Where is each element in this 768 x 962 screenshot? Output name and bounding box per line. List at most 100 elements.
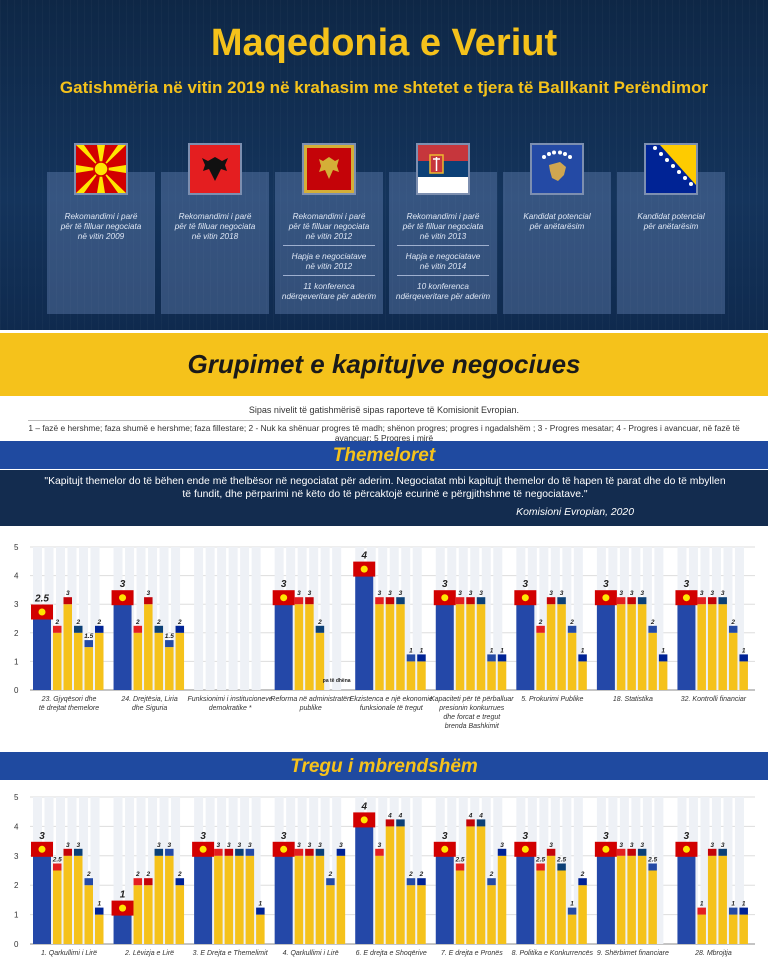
bar-value-label: 3 bbox=[619, 842, 623, 849]
bar-track bbox=[700, 797, 710, 944]
bar-flag-badge-sun bbox=[199, 845, 207, 853]
bar-value-label: 3 bbox=[640, 842, 644, 849]
bar-value-label: 1 bbox=[742, 647, 746, 654]
bar-flag-badge bbox=[133, 625, 143, 633]
bar bbox=[133, 632, 143, 690]
bar-value-label: 2 bbox=[580, 871, 585, 878]
bar-flag-badge-sun bbox=[441, 594, 449, 602]
country-card-kosovo: Kandidat potencial për anëtarësim bbox=[503, 172, 611, 314]
bar bbox=[74, 632, 83, 690]
bar-value-label: 3 bbox=[619, 590, 623, 597]
bar-value-label: 4 bbox=[398, 812, 403, 819]
bar bbox=[557, 604, 566, 690]
bar bbox=[315, 632, 325, 690]
bar-flag-badge bbox=[84, 640, 93, 648]
bar bbox=[235, 855, 244, 944]
bar bbox=[274, 855, 293, 944]
bar-value-label: 3 bbox=[710, 842, 714, 849]
bar-flag-badge bbox=[616, 848, 626, 856]
bar bbox=[596, 855, 615, 944]
bar-value-label: 4 bbox=[360, 801, 367, 812]
bar bbox=[355, 575, 374, 690]
bar-value-label: 2 bbox=[96, 619, 101, 626]
groupings-title: Grupimet e kapitujve negociues bbox=[187, 349, 581, 379]
bar-value-label: 1 bbox=[661, 647, 665, 654]
albania-flag bbox=[188, 143, 242, 195]
bar-value-label: 2 bbox=[650, 619, 655, 626]
y-tick-label: 5 bbox=[14, 543, 19, 552]
bar bbox=[326, 885, 335, 944]
card-line: 11 konferenca bbox=[303, 282, 355, 291]
bar-value-label: 3 bbox=[549, 842, 553, 849]
bar-value-label: 3 bbox=[603, 579, 609, 590]
bar-value-label: 3 bbox=[318, 842, 322, 849]
bar-value-label: 2 bbox=[156, 619, 161, 626]
bar-flag-badge bbox=[557, 597, 566, 605]
legend-title: Sipas nivelit të gatishmërisë sipas rapo… bbox=[248, 405, 520, 415]
bar-flag-badge bbox=[627, 848, 636, 856]
bar-flag-badge bbox=[294, 597, 304, 605]
bar-flag-badge bbox=[53, 863, 62, 871]
serbia-flag bbox=[416, 143, 470, 195]
bar-track bbox=[113, 797, 123, 944]
bar-flag-badge bbox=[648, 625, 657, 633]
bar bbox=[677, 855, 696, 944]
card-line: në vitin 2012 bbox=[305, 262, 353, 271]
bar bbox=[33, 855, 51, 944]
bar-track bbox=[90, 547, 100, 690]
bar-value-label: 2.5 bbox=[556, 857, 566, 864]
y-tick-label: 1 bbox=[14, 657, 19, 666]
bar-note: pa të dhëna bbox=[323, 678, 351, 684]
bar bbox=[113, 914, 132, 944]
bar-flag-badge-sun bbox=[38, 845, 46, 853]
bar-flag-badge bbox=[396, 597, 405, 605]
bar bbox=[144, 885, 153, 944]
bar bbox=[245, 855, 255, 944]
bar bbox=[718, 604, 727, 690]
bar bbox=[435, 604, 454, 690]
bar-flag-badge bbox=[707, 597, 717, 605]
category-label: 24. Drejtësia, Liria bbox=[120, 696, 178, 703]
bar-value-label: 2.5 bbox=[52, 857, 62, 864]
bar-track bbox=[56, 547, 65, 690]
bar-flag-badge bbox=[497, 848, 507, 856]
bar-value-label: 3 bbox=[281, 579, 287, 590]
bar-track bbox=[251, 797, 261, 944]
bar-flag-badge bbox=[336, 848, 346, 856]
bar-flag-badge bbox=[497, 654, 507, 662]
bar-value-label: 2 bbox=[328, 871, 333, 878]
bar-value-label: 1.5 bbox=[165, 633, 174, 640]
bar bbox=[417, 661, 426, 690]
bar-value-label: 3 bbox=[479, 590, 483, 597]
bar-value-label: 2 bbox=[419, 871, 424, 878]
bar bbox=[375, 604, 384, 690]
bar-flag-badge bbox=[175, 625, 185, 633]
bar-flag-badge bbox=[455, 863, 465, 871]
bar-value-label: 3 bbox=[227, 842, 231, 849]
montenegro-flag bbox=[302, 143, 356, 195]
page-title: Maqedonia e Veriut bbox=[210, 22, 558, 64]
bar bbox=[578, 661, 587, 690]
bar-track bbox=[136, 797, 146, 944]
bar bbox=[616, 604, 626, 690]
bar-flag-badge bbox=[165, 848, 174, 856]
bar-value-label: 4 bbox=[360, 551, 367, 562]
bar bbox=[435, 855, 454, 944]
bar-track bbox=[125, 797, 135, 944]
bar bbox=[707, 604, 717, 690]
country-card-bosnia: Kandidat potencial për anëtarësim bbox=[617, 172, 725, 314]
bar-flag-badge bbox=[256, 907, 265, 915]
section-band-fundamentals: Themeloret bbox=[0, 441, 768, 469]
bar-value-label: 3 bbox=[523, 579, 529, 590]
bar-flag-badge bbox=[648, 863, 657, 871]
bar-track bbox=[159, 547, 169, 690]
bar-flag-badge bbox=[567, 907, 577, 915]
bar-track bbox=[654, 797, 664, 944]
bar-track bbox=[136, 547, 146, 690]
card-line: ndërqeveritare për aderim bbox=[281, 292, 377, 301]
bar-value-label: 2 bbox=[569, 619, 574, 626]
category-label: 1. Qarkullimi i Lirë bbox=[41, 950, 97, 957]
bar-value-label: 2 bbox=[145, 871, 150, 878]
bar-flag-badge bbox=[63, 848, 72, 856]
bar-flag-badge-sun bbox=[38, 608, 46, 616]
